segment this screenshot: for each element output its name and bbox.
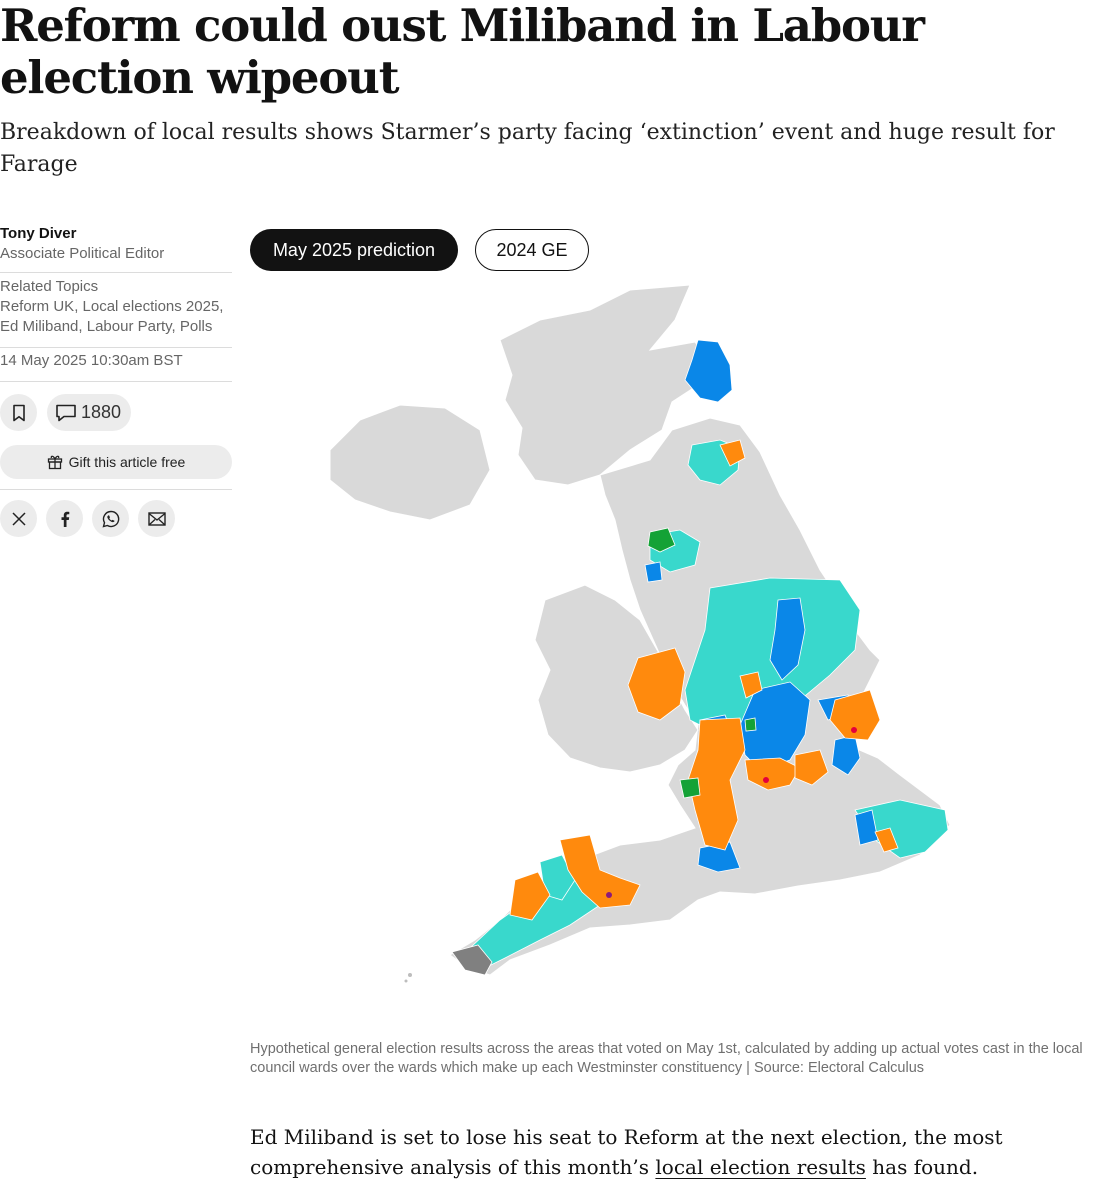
gift-icon: [47, 455, 62, 470]
share-buttons: [0, 500, 232, 537]
election-results-map: [329, 284, 951, 983]
article-headline: Reform could oust Miliband in Labour ele…: [0, 0, 925, 104]
body-text-before: Ed Miliband is set to lose his seat to R…: [250, 1125, 1003, 1179]
wales-land: [534, 584, 699, 773]
divider: [0, 489, 232, 490]
labour-region: [874, 827, 899, 853]
labour-region: [627, 647, 686, 721]
conservative-region: [684, 339, 733, 403]
conservative-region: [769, 597, 806, 681]
x-icon: [11, 511, 26, 526]
local-election-results-link[interactable]: local election results: [655, 1155, 866, 1179]
article-actions: 1880: [0, 394, 232, 431]
labour-seat-marker: [606, 892, 612, 898]
email-icon: [147, 511, 166, 526]
article-sidebar: Tony Diver Associate Political Editor Re…: [0, 224, 232, 537]
author-role: Associate Political Editor: [0, 244, 232, 273]
gift-label: Gift this article free: [68, 454, 186, 470]
article-body-paragraph: Ed Miliband is set to lose his seat to R…: [250, 1122, 1100, 1182]
topic-link[interactable]: Labour Party: [86, 318, 172, 335]
labour-region: [559, 834, 641, 909]
comment-count: 1880: [81, 402, 122, 422]
labour-region: [829, 689, 881, 741]
green-region: [647, 527, 676, 553]
topic-link[interactable]: Polls: [179, 318, 213, 335]
share-email-button[interactable]: [138, 500, 175, 537]
labour-region: [687, 717, 746, 851]
article-standfirst: Breakdown of local results shows Starmer…: [0, 120, 1055, 177]
share-facebook-button[interactable]: [46, 500, 83, 537]
conservative-region: [644, 561, 663, 583]
labour-region: [744, 757, 801, 791]
divider: [0, 381, 232, 382]
green-region: [744, 717, 757, 732]
bookmark-icon: [12, 404, 25, 421]
body-text-after: has found.: [865, 1155, 979, 1179]
tab-2024-ge[interactable]: 2024 GE: [475, 229, 589, 271]
labour-region: [739, 671, 763, 699]
reform-region: [854, 799, 949, 859]
whatsapp-icon: [102, 510, 119, 527]
map-caption: Hypothetical general election results ac…: [250, 1041, 1083, 1076]
share-x-button[interactable]: [0, 500, 37, 537]
bookmark-button[interactable]: [0, 394, 37, 431]
northern-ireland-land: [329, 404, 491, 521]
topic-link[interactable]: Local elections 2025: [82, 298, 220, 315]
tab-may-2025-prediction[interactable]: May 2025 prediction: [250, 229, 458, 271]
scotland-land: [499, 284, 711, 486]
facebook-icon: [61, 511, 69, 527]
isles-of-scilly: [404, 979, 408, 983]
labour-seat-marker: [851, 727, 857, 733]
author-name[interactable]: Tony Diver: [0, 225, 77, 242]
share-whatsapp-button[interactable]: [92, 500, 129, 537]
related-topics-heading: Related Topics: [0, 278, 99, 295]
topic-link[interactable]: Reform UK: [0, 298, 75, 315]
comment-icon: [56, 404, 76, 421]
comments-button[interactable]: 1880: [47, 394, 132, 431]
labour-region: [509, 871, 551, 921]
labour-seat-marker: [763, 777, 769, 783]
green-region: [679, 777, 701, 799]
independent-region: [451, 944, 493, 976]
gift-article-button[interactable]: Gift this article free: [0, 445, 232, 479]
topic-link[interactable]: Ed Miliband: [0, 318, 79, 335]
labour-region: [794, 749, 829, 786]
related-topics-list: Reform UK, Local elections 2025, Ed Mili…: [0, 297, 232, 348]
isles-of-scilly: [408, 973, 412, 977]
conservative-region: [854, 809, 879, 846]
publish-date: 14 May 2025 10:30am BST: [0, 352, 183, 369]
labour-region: [719, 439, 746, 467]
